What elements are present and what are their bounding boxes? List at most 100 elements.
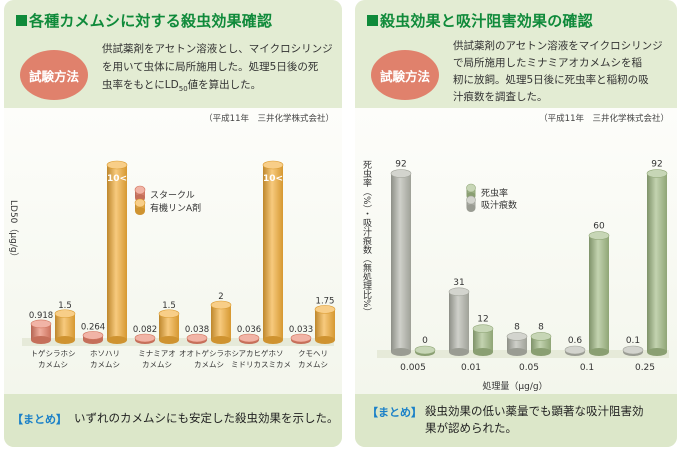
right-method-line-4: 汁痕数を調査した。 bbox=[453, 91, 548, 103]
bar-op-a-1 bbox=[106, 160, 128, 344]
bar-starkle-0-body bbox=[31, 323, 51, 340]
data-label: 0.038 bbox=[185, 325, 209, 335]
right-summary-text: 殺虫効果の低い薬量でも顕著な吸汁阻害効 果が認められた。 bbox=[425, 403, 644, 437]
legend-label: スタークル bbox=[150, 190, 195, 201]
data-label: 1.75 bbox=[316, 296, 335, 306]
legend-swatch-1-top bbox=[134, 198, 146, 208]
legend-label: 吸汁痕数 bbox=[481, 199, 517, 211]
bar-op-a-1-top bbox=[106, 160, 128, 170]
legend-swatch-1-base bbox=[135, 207, 145, 215]
right-method-line-3: 籾に放飼。処理5日後に死虫率と稲籾の吸 bbox=[453, 74, 649, 86]
bar-feeding-4 bbox=[622, 345, 644, 356]
bar-starkle-1-top bbox=[82, 331, 104, 340]
category-label: カメムシ bbox=[38, 360, 68, 369]
bar-op-a-3-base bbox=[211, 336, 231, 344]
bar-starkle-0-base bbox=[31, 336, 51, 344]
bar-mortality-0 bbox=[414, 345, 436, 356]
right-title: 殺虫効果と吸汁阻害効果の確認 bbox=[367, 10, 593, 31]
bar-op-a-3-top bbox=[210, 300, 232, 310]
left-method-text: 供試薬剤をアセトン溶液とし、マイクロシリンジ を用いて虫体に局所施用した。処理5… bbox=[102, 40, 333, 98]
data-label: 8 bbox=[514, 322, 520, 332]
bar-feeding-0-base bbox=[391, 348, 411, 356]
data-label: 92 bbox=[651, 160, 662, 170]
category-label: 0.25 bbox=[635, 363, 655, 373]
legend-swatch-0-top bbox=[134, 185, 146, 195]
bar-starkle-0 bbox=[30, 319, 52, 344]
bar-mortality-1-top bbox=[472, 324, 494, 334]
bar-starkle-1 bbox=[82, 331, 104, 344]
bar-feeding-1 bbox=[448, 287, 470, 356]
bar-op-a-2-body bbox=[159, 313, 179, 340]
right-header: 殺虫効果と吸汁阻害効果の確認 試験方法 供試薬剤のアセトン溶液をマイクロシリンジ… bbox=[355, 0, 677, 108]
data-label: 31 bbox=[453, 278, 464, 288]
bar-feeding-0-top bbox=[390, 169, 412, 178]
data-label: 0.033 bbox=[289, 325, 313, 335]
bar-mortality-4 bbox=[646, 169, 668, 356]
left-header: 各種カメムシに対する殺虫効果確認 試験方法 供試薬剤をアセトン溶液とし、マイクロ… bbox=[4, 0, 342, 108]
category-label: カメムシ bbox=[194, 360, 224, 369]
square-icon bbox=[367, 15, 378, 26]
data-label: 0.6 bbox=[568, 336, 583, 346]
left-title: 各種カメムシに対する殺虫効果確認 bbox=[16, 10, 272, 31]
right-method-line-1: 供試薬剤のアセトン溶液をマイクロシリンジ bbox=[453, 40, 663, 52]
legend-label: 死虫率 bbox=[481, 187, 508, 199]
legend-swatch-1-top bbox=[466, 195, 476, 205]
left-chart-area: （平成11年 三井化学株式会社） LD50（μg/g） 0.918 1.5 トゲシラホ… bbox=[4, 108, 342, 394]
left-panel: 各種カメムシに対する殺虫効果確認 試験方法 供試薬剤をアセトン溶液とし、マイクロ… bbox=[4, 0, 342, 447]
right-method-text: 供試薬剤のアセトン溶液をマイクロシリンジ で局所施用したミナミアオカメムシを稲 … bbox=[453, 38, 663, 106]
bar-mortality-2-body bbox=[531, 336, 551, 352]
bar-op-a-5-top bbox=[314, 305, 336, 314]
right-chart-area: （平成11年 三井化学株式会社） 死虫率（%）・吸汁痕数（無処理比%） 92 0 0.… bbox=[355, 108, 677, 394]
bar-op-a-5 bbox=[314, 305, 336, 344]
bar-feeding-0 bbox=[390, 169, 412, 356]
left-summary-text: いずれのカメムシにも安定した殺虫効果を示した。 bbox=[74, 411, 339, 425]
bar-mortality-1-body bbox=[473, 328, 493, 352]
bar-op-a-2-base bbox=[159, 336, 179, 344]
data-label: 0.082 bbox=[133, 325, 157, 335]
data-label: 92 bbox=[395, 160, 406, 170]
right-summary-tag: 【まとめ】 bbox=[367, 406, 422, 419]
y-axis-label: LD50（μg/g） bbox=[8, 200, 19, 262]
legend-label: 有機リンA剤 bbox=[150, 202, 201, 214]
bar-mortality-4-top bbox=[646, 169, 668, 178]
bar-feeding-3 bbox=[564, 345, 586, 356]
chart-floor bbox=[22, 338, 334, 346]
data-label: 10< bbox=[107, 174, 127, 184]
bar-feeding-1-top bbox=[448, 287, 470, 297]
bar-op-a-2-top bbox=[158, 309, 180, 319]
bar-starkle-0-top bbox=[30, 319, 52, 329]
data-label: 0.1 bbox=[626, 336, 640, 346]
bar-mortality-4-body bbox=[647, 173, 667, 352]
bar-starkle-4 bbox=[238, 333, 260, 344]
left-method-line-3: 虫率をもとにLD50値を算出した。 bbox=[102, 76, 333, 98]
left-summary-tag: 【まとめ】 bbox=[12, 413, 67, 426]
bar-feeding-2-base bbox=[507, 348, 527, 356]
bar-starkle-2 bbox=[134, 333, 156, 344]
bar-op-a-4-top bbox=[262, 160, 284, 170]
bar-op-a-1-base bbox=[107, 336, 127, 344]
bar-op-a-4 bbox=[262, 160, 284, 344]
right-summary: 【まとめ】 殺虫効果の低い薬量でも顕著な吸汁阻害効 果が認められた。 bbox=[355, 394, 677, 447]
bar-mortality-4-base bbox=[647, 348, 667, 356]
data-label: 1.5 bbox=[58, 301, 72, 311]
left-method-line-1: 供試薬剤をアセトン溶液とし、マイクロシリンジ bbox=[102, 43, 333, 55]
bar-op-a-1-body bbox=[107, 165, 127, 340]
bar-op-a-4-base bbox=[263, 336, 283, 344]
category-label: オオトゲシラホシ bbox=[179, 349, 239, 358]
bar-mortality-3-body bbox=[589, 235, 609, 352]
right-summary-line-2: 果が認められた。 bbox=[425, 421, 517, 435]
bar-op-a-0 bbox=[54, 309, 76, 344]
data-label: 8 bbox=[538, 322, 544, 332]
bar-feeding-3-top bbox=[564, 345, 586, 355]
square-icon bbox=[16, 15, 27, 26]
bar-mortality-2-top bbox=[530, 332, 552, 341]
bar-op-a-0-top bbox=[54, 309, 76, 319]
left-method-line-3a: 虫率をもとにLD bbox=[102, 79, 179, 91]
legend-swatch-1 bbox=[466, 195, 476, 212]
category-label: カメムシ bbox=[142, 360, 172, 369]
bar-starkle-5 bbox=[290, 333, 312, 344]
bar-mortality-1-base bbox=[473, 348, 493, 356]
bar-mortality-0-top bbox=[414, 345, 436, 355]
right-summary-line-1: 殺虫効果の低い薬量でも顕著な吸汁阻害効 bbox=[425, 404, 644, 418]
